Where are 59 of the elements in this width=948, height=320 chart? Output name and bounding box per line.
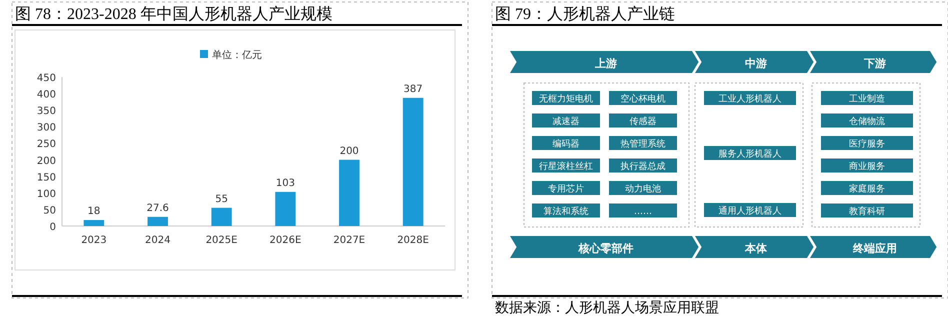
text: 算法和系统 (544, 206, 588, 217)
bar (84, 220, 104, 226)
legend-label: 单位：亿元 (212, 49, 262, 61)
y-tick-label: 150 (36, 172, 56, 184)
y-tick-label: 450 (36, 73, 56, 84)
text: 家庭服务 (849, 184, 885, 194)
x-tick-label: 2028E (397, 235, 429, 246)
bar (148, 216, 168, 226)
bar (402, 98, 424, 226)
text: 热管理系统 (620, 138, 666, 150)
y-tick-label: 0 (50, 222, 56, 233)
text: 下游 (863, 57, 886, 70)
data-label: 18 (88, 206, 100, 218)
bar (211, 208, 232, 226)
y-tick-label: 50 (43, 205, 56, 216)
x-tick-label: 2026E (270, 235, 302, 246)
text: 执行器总成 (620, 161, 666, 172)
text: 行星滚柱丝杠 (539, 161, 593, 172)
text: 中游 (745, 57, 767, 70)
text: 减速器 (552, 116, 580, 127)
bar (339, 160, 360, 226)
text: 仓储物流 (849, 116, 885, 127)
bar (275, 192, 296, 226)
source-note: 数据来源：人形机器人场景应用联盟 (495, 300, 719, 316)
text: 商业服务 (849, 161, 885, 172)
x-tick-label: 2024 (145, 235, 170, 246)
data-label: 27.6 (146, 202, 169, 214)
y-tick-label: 300 (36, 122, 56, 134)
text: 编码器 (552, 138, 580, 150)
text: 医疗服务 (849, 138, 885, 150)
y-tick-label: 100 (36, 188, 56, 200)
chart-title: 图 78：2023-2028 年中国人形机器人产业规模 (15, 5, 332, 23)
text: 无框力矩电机 (539, 94, 593, 104)
text: 终端应用 (852, 242, 897, 255)
y-tick-label: 250 (36, 139, 56, 150)
data-label: 55 (215, 194, 228, 205)
text: 核心零部件 (578, 242, 634, 255)
x-tick-label: 2023 (81, 235, 107, 246)
text: 工业人形机器人 (718, 94, 782, 104)
text: 教育科研 (849, 206, 885, 217)
x-tick-label: 2025E (206, 235, 238, 246)
x-tick-label: 2027E (333, 235, 366, 246)
text: 上游 (594, 57, 617, 70)
data-label: 103 (276, 178, 295, 189)
text: 专用芯片 (548, 184, 584, 194)
text: 服务人形机器人 (718, 148, 782, 160)
text: 工业制造 (849, 94, 885, 104)
data-label: 387 (404, 84, 423, 95)
text: 通用人形机器人 (718, 206, 782, 216)
text: 动力电池 (625, 184, 661, 194)
y-tick-label: 400 (36, 90, 56, 101)
text: 传感器 (630, 116, 656, 127)
text: 本体 (744, 242, 768, 255)
text: 图 79：人形机器人产业链 (495, 5, 675, 23)
y-tick-label: 200 (36, 156, 56, 167)
data-label: 200 (340, 146, 359, 157)
y-tick-label: 350 (36, 106, 56, 118)
text: …… (634, 207, 652, 217)
text: 空心杯电机 (620, 94, 666, 104)
